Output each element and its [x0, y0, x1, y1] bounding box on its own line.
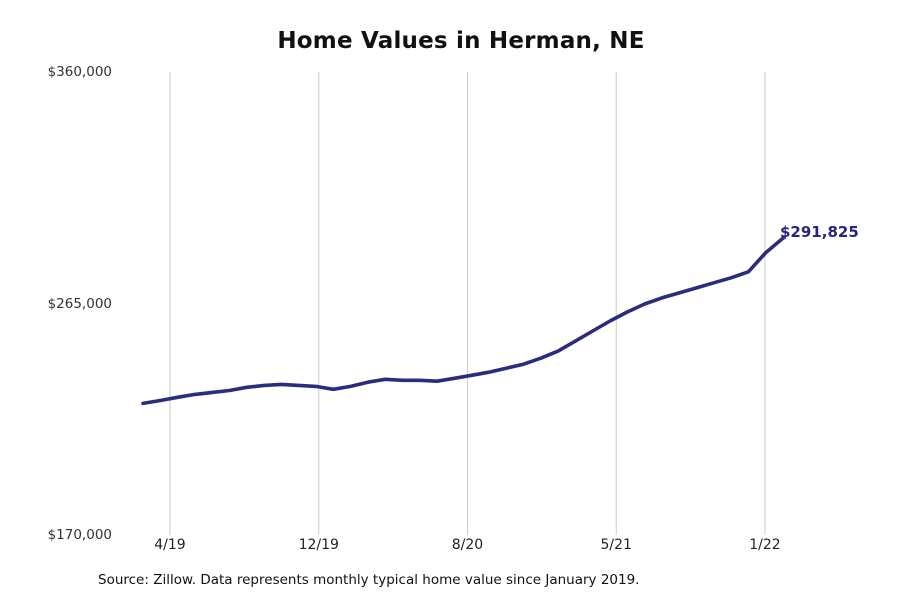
x-axis-label: 5/21 [600, 537, 632, 553]
page-title: Home Values in Herman, NE [277, 28, 645, 54]
source-note: Source: Zillow. Data represents monthly … [98, 572, 640, 588]
home-value-line [141, 236, 785, 406]
x-axis-label: 8/20 [451, 537, 484, 553]
y-axis-label: $360,000 [47, 64, 112, 80]
y-axis-label: $265,000 [47, 295, 112, 312]
x-axis-label: 1/22 [749, 537, 781, 553]
y-axis-label: $170,000 [47, 527, 112, 543]
x-axis-label: 4/19 [154, 537, 186, 553]
end-value-label: $291,825 [780, 223, 859, 242]
x-axis-label: 12/19 [298, 537, 339, 553]
